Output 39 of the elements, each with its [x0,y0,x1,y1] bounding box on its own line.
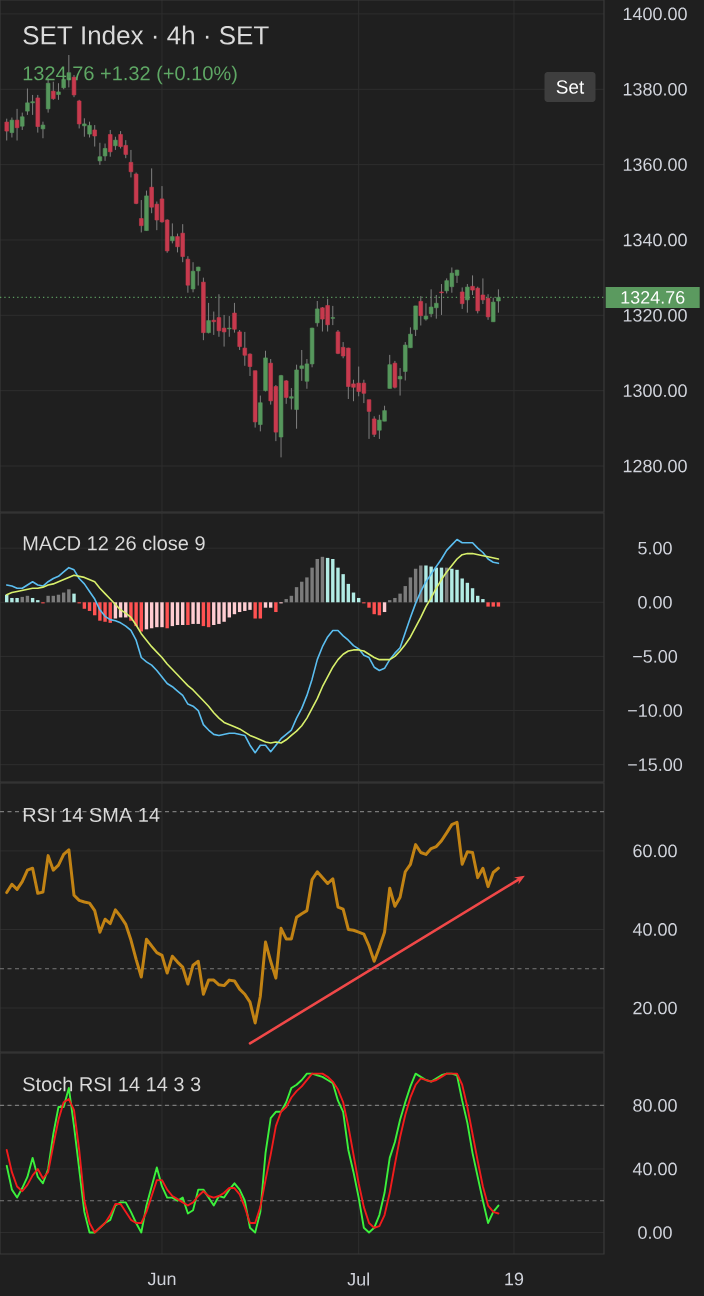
bar [186,602,190,626]
x-tick-label: Jun [147,1272,176,1286]
bar [87,602,92,611]
y-tick-label: −5.00 [633,650,678,663]
bar [46,595,50,603]
text: MACD 12 26 close 9 [23,535,205,551]
y-tick-label: 0.00 [638,1226,672,1239]
bar [72,593,76,603]
bar [253,602,257,619]
y-tick-label: 40.00 [632,923,677,936]
y-tick-label: 20.00 [633,1001,677,1015]
bar [382,602,387,613]
x-tick-label: Jul [347,1272,369,1286]
bar [191,602,195,624]
candlestick [9,117,15,138]
text: RSI 14 SMA 14 [23,807,160,823]
bar [496,602,501,607]
bar [165,602,169,629]
bar [258,602,263,619]
candlestick [14,108,20,142]
text: Stoch RSI 14 14 3 3 [23,1076,201,1092]
bar [481,599,485,603]
y-tick-label: 0.00 [638,595,672,609]
candlestick [4,118,9,142]
y-tick-label: 5.00 [638,541,672,555]
bar [237,602,242,613]
bar [491,602,495,607]
bar [268,602,273,608]
y-tick-label: 40.00 [632,1162,677,1176]
y-tick-label: −10.00 [628,704,683,717]
bar [263,602,268,608]
y-tick-label: 80.00 [633,1099,677,1112]
y-tick-label: −15.00 [628,758,683,772]
y-tick-label: 60.00 [633,844,677,858]
x-tick-label: 19 [505,1272,524,1286]
bar [82,602,87,609]
bar [486,602,490,607]
bar [274,602,278,613]
bar [67,589,71,603]
